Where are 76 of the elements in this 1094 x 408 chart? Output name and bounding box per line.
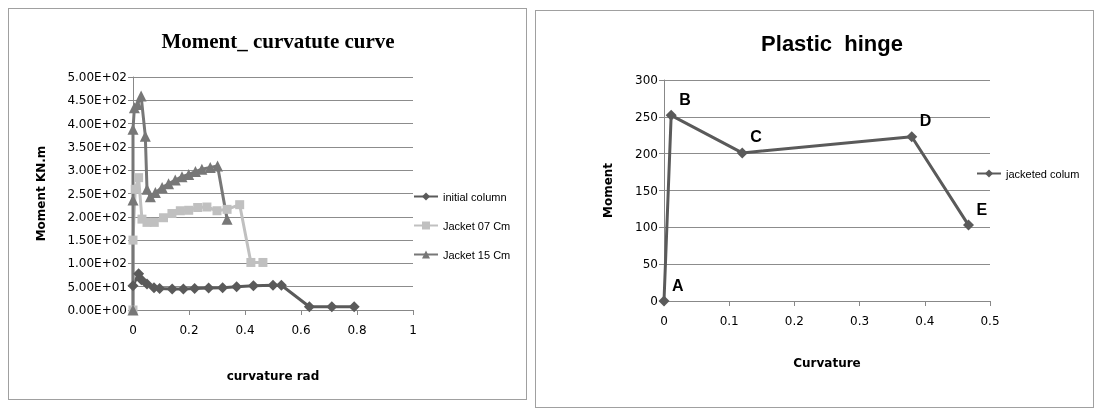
y-tick-label: 250	[635, 109, 658, 124]
legend-label: Jacket 07 Cm	[443, 219, 511, 232]
point	[135, 90, 147, 102]
y-tick-label: 4.00E+02	[67, 116, 127, 131]
chart-title: Plastic hinge	[761, 30, 903, 56]
y-tick-label: 3.50E+02	[67, 139, 127, 154]
x-axis-title: Curvature	[793, 356, 861, 370]
point	[204, 161, 216, 173]
annotation: B	[679, 90, 691, 108]
point	[665, 109, 677, 121]
y-tick-label: 50	[642, 257, 658, 272]
legend-label: initial column	[443, 190, 507, 203]
annotation: A	[672, 276, 684, 294]
y-tick-label: 4.50E+02	[67, 93, 127, 108]
annotation: E	[976, 200, 988, 218]
chart-title: Moment_ curvatute curve	[161, 28, 395, 53]
point	[134, 173, 144, 183]
point	[247, 280, 259, 292]
y-tick-label: 150	[635, 183, 658, 198]
y-tick-label: 300	[635, 73, 658, 87]
y-tick-label: 0	[650, 294, 658, 308]
y-tick-label: 3.00E+02	[67, 163, 127, 178]
point	[658, 295, 670, 307]
y-tick-label: 1.00E+02	[67, 256, 127, 271]
x-tick-label: 0.2	[179, 323, 199, 337]
point	[235, 200, 245, 210]
point	[258, 257, 268, 267]
point	[167, 209, 177, 219]
point	[348, 301, 360, 313]
point	[222, 204, 232, 214]
point	[127, 280, 139, 292]
x-axis-title: curvature rad	[226, 369, 320, 383]
x-tick-label: 0.4	[915, 314, 935, 328]
y-tick-label: 200	[635, 146, 658, 161]
x-tick-label: 0.3	[850, 314, 870, 328]
x-tick-label: 0.1	[719, 314, 739, 328]
point	[193, 202, 203, 212]
y-tick-label: 2.50E+02	[67, 186, 127, 201]
x-tick-label: 0.2	[784, 314, 804, 328]
y-tick-label: 1.50E+02	[67, 233, 127, 248]
y-axis-title: Moment KN.m	[34, 145, 48, 242]
point	[149, 217, 159, 227]
point	[184, 205, 194, 215]
point	[212, 160, 224, 172]
legend-label: Jacket 15 Cm	[443, 248, 511, 261]
point	[246, 257, 256, 267]
y-tick-label: 0.00E+00	[67, 303, 127, 317]
annotation: C	[750, 128, 763, 146]
point	[130, 184, 140, 194]
legend-label: jacketed colum	[1005, 167, 1080, 180]
annotation: D	[919, 112, 932, 130]
point	[128, 235, 138, 245]
point	[202, 202, 212, 212]
point	[326, 301, 338, 313]
point	[221, 213, 233, 225]
point	[141, 278, 153, 290]
x-tick-label: 1	[409, 323, 417, 337]
point	[159, 213, 169, 223]
point	[303, 301, 315, 313]
point	[962, 219, 974, 231]
point	[217, 282, 229, 294]
y-tick-label: 2.00E+02	[67, 209, 127, 224]
x-tick-label: 0.8	[347, 323, 367, 337]
x-tick-label: 0.6	[291, 323, 311, 337]
x-tick-label: 0.5	[980, 314, 1000, 328]
point	[166, 283, 178, 295]
y-tick-label: 5.00E+01	[67, 279, 127, 294]
x-tick-label: 0.4	[235, 323, 255, 337]
point	[906, 131, 918, 143]
y-tick-label: 5.00E+02	[67, 70, 127, 84]
point	[736, 147, 748, 159]
y-tick-label: 100	[635, 220, 658, 235]
point	[212, 206, 222, 216]
y-axis-title: Moment	[601, 162, 615, 219]
x-tick-label: 0	[129, 323, 137, 337]
x-tick-label: 0	[660, 314, 668, 328]
